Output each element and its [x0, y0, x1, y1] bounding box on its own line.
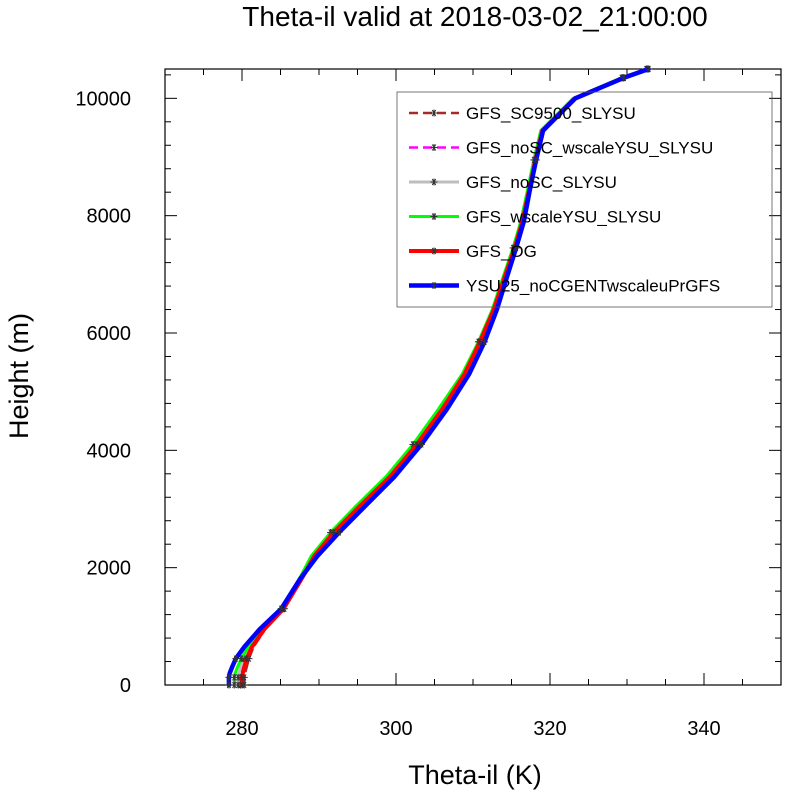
data-point [512, 244, 520, 252]
legend-marker [430, 178, 438, 186]
legend-marker [430, 247, 438, 255]
data-point [417, 440, 425, 448]
data-point [238, 681, 246, 689]
y-tick-label: 10000 [75, 88, 131, 110]
y-tick-label: 8000 [87, 206, 132, 228]
data-point [243, 655, 251, 663]
legend-item: GFS_noSC_SLYSU [409, 173, 617, 192]
legend-item: GFS_OG [409, 242, 537, 261]
data-point [620, 74, 628, 82]
data-point [277, 605, 285, 613]
data-point [238, 673, 246, 681]
legend-label: GFS_OG [466, 242, 537, 261]
data-point [481, 338, 489, 346]
legend-item: GFS_noSC_wscaleYSU_SLYSU [409, 139, 713, 158]
x-tick-label: 340 [687, 718, 720, 740]
y-tick-label: 6000 [87, 323, 132, 345]
data-point [532, 156, 540, 164]
data-point [225, 681, 233, 689]
legend: GFS_SC9500_SLYSU GFS_noSC_wscaleYSU_SLYSU… [396, 91, 773, 308]
y-tick-label: 4000 [87, 440, 132, 462]
legend-label: GFS_SC9500_SLYSU [466, 104, 636, 123]
legend-label: GFS_wscaleYSU_SLYSU [466, 208, 661, 227]
legend-label: GFS_noSC_wscaleYSU_SLYSU [466, 139, 713, 158]
legend-label: YSU25_noCGENTwscaleuPrGFS [466, 277, 720, 296]
x-tick-label: 320 [533, 718, 566, 740]
legend-label: GFS_noSC_SLYSU [466, 173, 617, 192]
data-point [335, 528, 343, 536]
legend-marker [430, 144, 438, 151]
y-axis: 0 2000 4000 6000 8000 10000 [75, 74, 781, 697]
data-point [225, 673, 233, 681]
legend-marker [430, 213, 438, 220]
data-point [645, 65, 653, 73]
series-line [226, 66, 651, 688]
x-axis-label: Theta-il (K) [408, 760, 542, 790]
x-tick-label: 280 [225, 718, 258, 740]
data-point [232, 655, 240, 663]
series-layer [225, 65, 653, 689]
legend-item: YSU25_noCGENTwscaleuPrGFS [409, 277, 720, 296]
legend-item: GFS_SC9500_SLYSU [409, 104, 636, 123]
x-axis: 280 300 320 340 [164, 69, 782, 740]
y-axis-label: Height (m) [4, 313, 34, 439]
legend-marker [430, 109, 438, 117]
legend-marker [430, 282, 438, 289]
x-tick-label: 300 [379, 718, 412, 740]
y-tick-label: 0 [120, 675, 131, 697]
legend-item: GFS_wscaleYSU_SLYSU [409, 208, 661, 227]
chart-title: Theta-il valid at 2018-03-02_21:00:00 [242, 1, 707, 32]
series-ysu25-nocgentwscaleuprgfs [225, 65, 653, 689]
legend-box [396, 91, 773, 308]
y-tick-label: 2000 [87, 558, 132, 580]
